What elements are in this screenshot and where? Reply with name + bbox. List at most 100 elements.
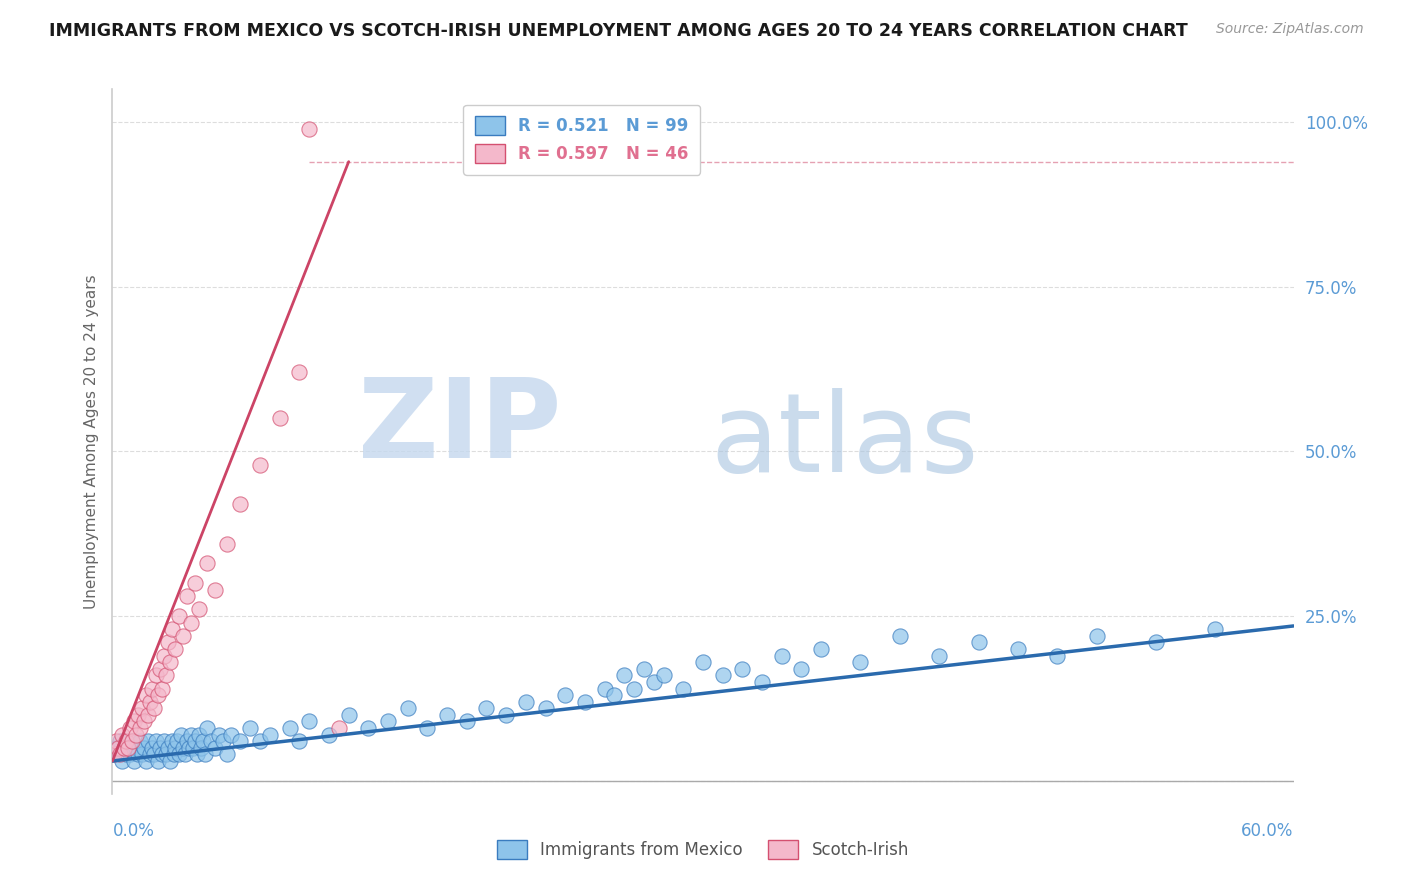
Point [456, 714, 478, 729]
Point [416, 721, 439, 735]
Point [160, 622, 183, 636]
Point [215, 747, 238, 762]
Point [751, 674, 773, 689]
Point [770, 648, 793, 663]
Point [652, 668, 675, 682]
Point [239, 721, 262, 735]
Point [132, 714, 155, 729]
Point [122, 714, 145, 729]
Point [103, 747, 125, 762]
Point [111, 754, 134, 768]
Point [169, 609, 191, 624]
Point [152, 734, 174, 748]
Point [135, 754, 157, 768]
Text: atlas: atlas [710, 388, 979, 495]
Point [120, 747, 142, 762]
Point [172, 740, 194, 755]
Point [613, 668, 636, 682]
Point [169, 747, 191, 762]
Point [179, 740, 201, 755]
Point [377, 714, 399, 729]
Point [672, 681, 695, 696]
Text: Source: ZipAtlas.com: Source: ZipAtlas.com [1216, 22, 1364, 37]
Point [328, 721, 350, 735]
Point [127, 747, 149, 762]
Point [149, 662, 172, 676]
Point [160, 734, 183, 748]
Point [790, 662, 813, 676]
Point [1046, 648, 1069, 663]
Y-axis label: Unemployment Among Ages 20 to 24 years: Unemployment Among Ages 20 to 24 years [83, 274, 98, 609]
Point [711, 668, 734, 682]
Point [515, 695, 537, 709]
Text: ZIP: ZIP [359, 374, 561, 481]
Point [165, 740, 187, 755]
Point [194, 747, 217, 762]
Point [156, 635, 179, 649]
Point [135, 688, 157, 702]
Point [107, 747, 129, 762]
Text: IMMIGRANTS FROM MEXICO VS SCOTCH-IRISH UNEMPLOYMENT AMONG AGES 20 TO 24 YEARS CO: IMMIGRANTS FROM MEXICO VS SCOTCH-IRISH U… [49, 22, 1188, 40]
Point [249, 458, 271, 472]
Point [112, 740, 135, 755]
Point [298, 714, 321, 729]
Point [139, 747, 162, 762]
Point [643, 674, 665, 689]
Point [298, 121, 321, 136]
Point [117, 740, 139, 755]
Point [112, 740, 135, 755]
Point [146, 688, 169, 702]
Point [122, 754, 145, 768]
Point [211, 734, 233, 748]
Point [208, 728, 231, 742]
Point [195, 721, 218, 735]
Point [190, 740, 212, 755]
Point [146, 754, 169, 768]
Point [603, 688, 626, 702]
Point [181, 740, 204, 755]
Point [162, 747, 184, 762]
Point [593, 681, 616, 696]
Point [176, 590, 198, 604]
Point [159, 655, 181, 669]
Point [278, 721, 301, 735]
Point [889, 629, 911, 643]
Point [195, 557, 218, 571]
Text: 60.0%: 60.0% [1241, 822, 1294, 840]
Point [142, 701, 165, 715]
Point [269, 411, 291, 425]
Point [229, 497, 252, 511]
Point [129, 734, 152, 748]
Point [337, 707, 360, 722]
Point [357, 721, 380, 735]
Point [810, 642, 832, 657]
Point [121, 734, 143, 748]
Point [105, 740, 128, 755]
Point [141, 681, 163, 696]
Text: 0.0%: 0.0% [112, 822, 155, 840]
Point [692, 655, 714, 669]
Point [288, 365, 311, 379]
Point [152, 648, 174, 663]
Point [172, 629, 194, 643]
Point [120, 721, 142, 735]
Point [288, 734, 311, 748]
Point [186, 747, 208, 762]
Point [849, 655, 872, 669]
Point [249, 734, 271, 748]
Point [139, 695, 162, 709]
Point [188, 602, 211, 616]
Point [1144, 635, 1167, 649]
Point [731, 662, 754, 676]
Point [103, 747, 125, 762]
Point [141, 740, 163, 755]
Point [176, 734, 198, 748]
Point [215, 536, 238, 550]
Point [132, 740, 155, 755]
Point [136, 707, 159, 722]
Point [127, 707, 149, 722]
Point [142, 747, 165, 762]
Point [436, 707, 458, 722]
Point [534, 701, 557, 715]
Point [107, 740, 129, 755]
